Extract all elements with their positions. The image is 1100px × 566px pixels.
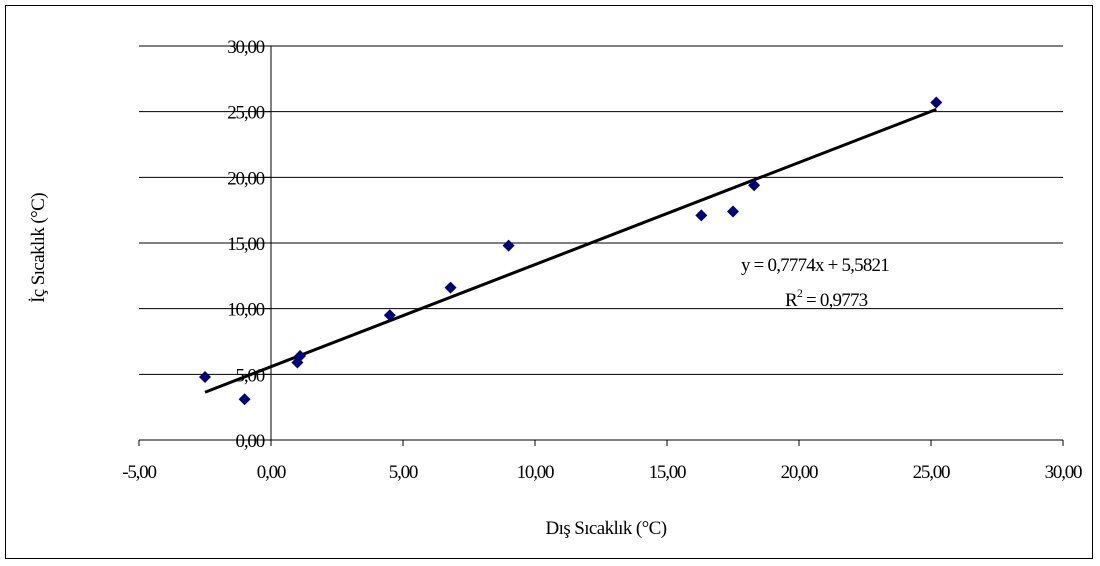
x-tick-label: 25,00 bbox=[913, 462, 950, 483]
data-point bbox=[444, 281, 457, 294]
x-tick-label: 15,00 bbox=[649, 462, 686, 483]
data-point bbox=[294, 349, 307, 362]
x-tick-label: -5,00 bbox=[122, 462, 156, 483]
x-tick-label: 5,00 bbox=[389, 462, 418, 483]
r2-prefix: R bbox=[785, 290, 798, 311]
x-tick-label: 10,00 bbox=[517, 462, 554, 483]
r-squared-label: R2 = 0,9773 bbox=[785, 286, 868, 311]
data-point bbox=[199, 370, 211, 383]
data-point bbox=[727, 205, 739, 218]
x-tick-label: 30,00 bbox=[1045, 462, 1082, 483]
r2-value: = 0,9773 bbox=[802, 290, 868, 311]
data-point bbox=[695, 209, 708, 222]
data-point bbox=[748, 179, 761, 192]
trendline-equation: y = 0,7774x + 5,5821 bbox=[741, 255, 889, 276]
gridlines bbox=[139, 45, 1063, 375]
y-tick-label: 25,00 bbox=[227, 103, 264, 124]
y-tick-label: 30,00 bbox=[227, 37, 264, 58]
y-tick-label: 20,00 bbox=[227, 168, 264, 189]
data-point bbox=[930, 96, 943, 109]
x-tick-labels: -5,00 0,00 5,00 10,00 15,00 20,00 25,00 30,00 bbox=[122, 462, 1083, 483]
data-point bbox=[238, 393, 251, 406]
chart-frame: -5,00 0,00 5,00 10,00 15,00 20,00 25,00 30,00 0… bbox=[5, 5, 1093, 559]
r2-exponent: 2 bbox=[797, 286, 803, 300]
x-tick-label: 20,00 bbox=[781, 462, 818, 483]
y-tick-label: 10,00 bbox=[227, 300, 264, 321]
y-tick-label: 0,00 bbox=[236, 431, 265, 452]
y-tick-label: 15,00 bbox=[227, 234, 264, 255]
data-points bbox=[199, 96, 943, 406]
data-point bbox=[502, 239, 515, 252]
scatter-chart: -5,00 0,00 5,00 10,00 15,00 20,00 25,00 30,00 0… bbox=[28, 37, 1083, 539]
x-tick-label: 0,00 bbox=[257, 462, 286, 483]
trendline bbox=[204, 108, 937, 394]
data-point bbox=[383, 309, 396, 322]
tick-marks bbox=[138, 45, 1064, 446]
x-axis-title: Dış Sıcaklık (°C) bbox=[546, 518, 667, 539]
y-axis-title: İç Sıcaklık (°C) bbox=[28, 193, 49, 303]
